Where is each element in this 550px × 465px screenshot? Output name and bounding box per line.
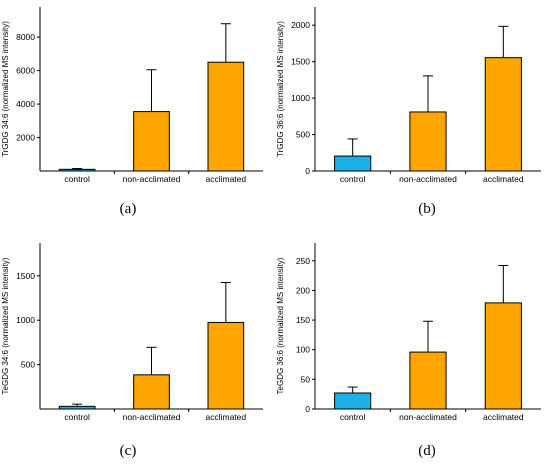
bar-control [334,155,372,172]
category-label: control [64,174,90,184]
category-label: control [64,412,90,422]
category-label: non-acclimated [123,412,181,422]
bar-acclimated [484,57,522,172]
category-label: non-acclimated [399,412,457,422]
bar-non-acclimated [409,111,447,172]
bar-control [58,168,96,172]
bar-non-acclimated [133,111,170,172]
bar-acclimated [484,302,522,410]
category-label: acclimated [483,174,524,184]
y-tick-label: 500 [296,130,310,140]
y-axis-label: TrGDG 34:6 (normalized MS intensity) [1,21,10,157]
y-tick-label: 2000 [16,133,35,143]
y-tick-label: 250 [296,256,310,266]
category-label: non-acclimated [123,174,181,184]
y-tick-label: 1500 [291,57,310,67]
category-label: acclimated [206,174,247,184]
y-tick-label: 1500 [16,271,35,281]
category-label: non-acclimated [399,174,457,184]
bar-acclimated [207,321,245,410]
y-tick-label: 8000 [16,32,35,42]
y-tick-label: 150 [296,315,310,325]
panel-label: (a) [120,201,137,217]
y-tick-label: 6000 [16,66,35,76]
y-tick-label: 50 [301,374,311,384]
y-tick-label: 0 [305,404,310,414]
category-label: acclimated [483,412,524,422]
y-tick-label: 1000 [16,315,35,325]
bar-non-acclimated [409,351,447,410]
panel-label: (d) [418,443,436,459]
chart-panel-a: 2000 4000 6000 8000 TrGDG 34:6 (normalized M… [1,7,263,217]
panel-label: (c) [120,443,137,459]
y-tick-label: 0 [305,166,310,176]
bar-non-acclimated [133,374,170,410]
y-tick-label: 4000 [16,99,35,109]
y-axis-label: TeGDG 34:6 (normalized MS intensity) [1,257,10,394]
category-label: control [340,174,366,184]
bar-control [58,405,96,410]
y-tick-label: 200 [296,285,310,295]
y-tick-label: 100 [296,345,310,355]
chart-panel-d: 0 50 100 150 200 250 TeGDG 36:6 (normalized MS… [276,243,541,459]
category-label: control [340,412,366,422]
category-label: acclimated [206,412,247,422]
y-tick-label: 1000 [291,93,310,103]
y-tick-label: 500 [21,360,35,370]
y-axis-label: TrGDG 36:6 (normalized MS intensity) [276,21,285,157]
bar-acclimated [207,61,245,172]
y-axis-label: TeGDG 36:6 (normalized MS intensity) [276,257,285,394]
bar-control [334,392,372,410]
chart-panel-c: 500 1000 1500 TeGDG 34:6 (normalized MS int… [1,243,263,459]
chart-panel-b: 0 500 1000 1500 2000 TrGDG 36:6 (normalized M… [276,7,541,217]
panel-label: (b) [418,201,436,217]
y-tick-label: 2000 [291,20,310,30]
